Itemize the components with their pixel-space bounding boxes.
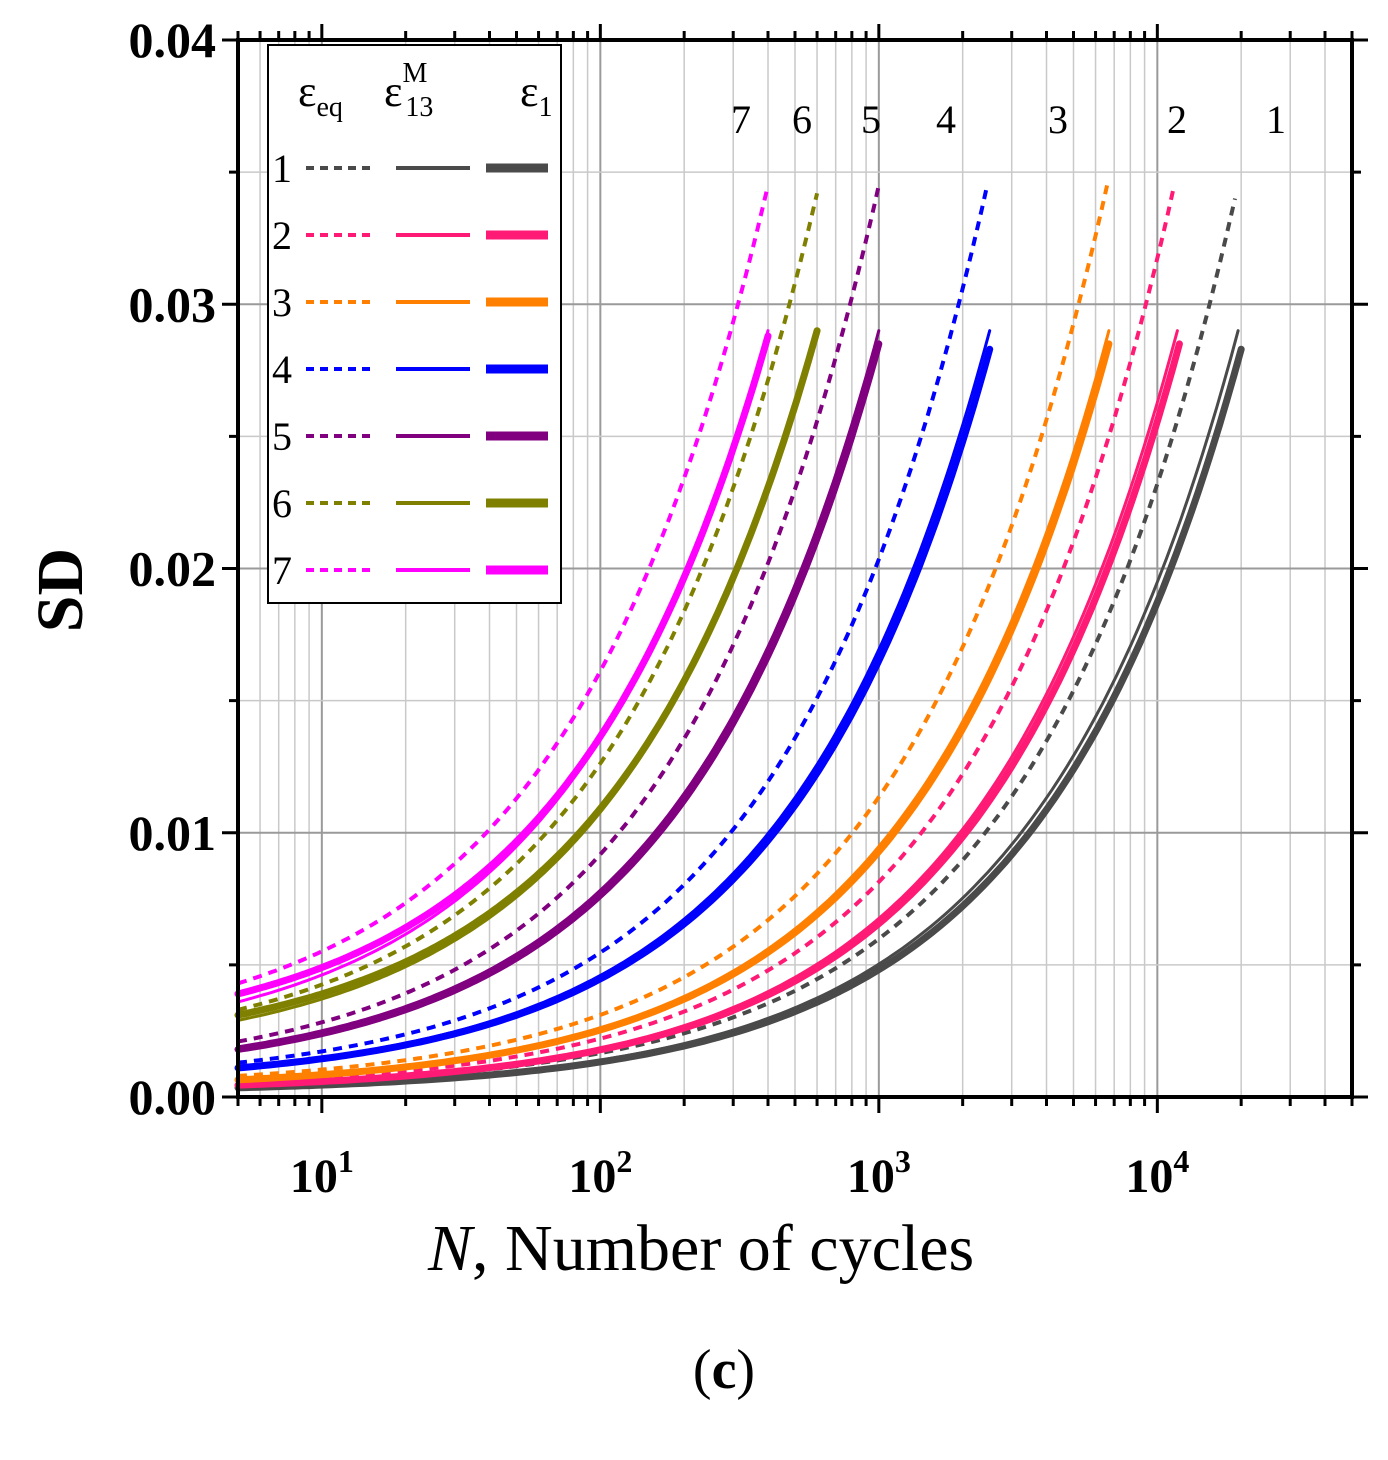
- curve-3-eq: [237, 184, 1110, 1078]
- legend-rows: 1 2 3 4 5 6 7: [272, 146, 548, 593]
- curve-5-e1: [234, 340, 883, 1053]
- curve-1-e1: [234, 345, 1245, 1092]
- curve-4-e1: [234, 345, 994, 1072]
- legend-header: εeq: [298, 67, 343, 123]
- y-axis-label: SD: [24, 548, 97, 632]
- legend-row-number: 7: [272, 548, 292, 593]
- legend-headers: εeq εM 13 ε1: [298, 58, 552, 123]
- y-tick-label: 0.03: [129, 276, 217, 332]
- curve-6-eq: [237, 192, 820, 1012]
- x-axis-text: , Number of cycles: [472, 1212, 974, 1285]
- y-tick-label: 0.04: [129, 12, 217, 68]
- x-axis-symbol: N: [427, 1212, 476, 1285]
- y-tick-label: 0.01: [129, 805, 217, 861]
- x-tick-label: 104: [1125, 1143, 1189, 1203]
- legend-row-number: 3: [272, 280, 292, 325]
- y-tick-label: 0.02: [129, 541, 217, 597]
- legend-row-number: 1: [272, 146, 292, 191]
- curve-7-e1: [234, 332, 772, 998]
- legend-row-number: 4: [272, 347, 292, 392]
- legend-row-number: 6: [272, 481, 292, 526]
- curve-label: 4: [936, 97, 956, 142]
- curve-label: 7: [731, 97, 751, 142]
- x-tick-label: 103: [847, 1143, 911, 1203]
- curve-3-e1: [234, 340, 1113, 1084]
- figure-caption: (c): [693, 1339, 755, 1401]
- curve-label: 6: [792, 97, 812, 142]
- curve-label: 2: [1167, 97, 1187, 142]
- axis-ticks: [222, 24, 1368, 1113]
- x-axis-label: N, Number of cycles: [427, 1212, 974, 1285]
- curve-7-eq: [237, 184, 770, 986]
- curve-label: 1: [1266, 97, 1286, 142]
- curve-label: 5: [861, 97, 881, 142]
- x-tick-label: 101: [290, 1143, 354, 1203]
- curve-label: 3: [1048, 97, 1068, 142]
- curve-2-e1: [234, 340, 1183, 1089]
- y-tick-labels: 0.00 0.01 0.02 0.03 0.04: [129, 12, 217, 1125]
- legend-header: εM 13: [384, 58, 433, 123]
- curve-6-e1: [234, 327, 821, 1019]
- curve-5-eq: [237, 184, 881, 1044]
- curves: [234, 184, 1245, 1092]
- legend-header: ε1: [520, 67, 552, 123]
- x-tick-labels: 101 102 103 104: [290, 1143, 1190, 1203]
- legend-row-number: 2: [272, 213, 292, 258]
- y-tick-label: 0.00: [129, 1069, 217, 1125]
- x-tick-label: 102: [568, 1143, 632, 1203]
- legend-box: [267, 44, 562, 604]
- legend-row-number: 5: [272, 414, 292, 459]
- legend: εeq εM 13 ε1 1 2 3 4 5 6 7: [267, 44, 562, 604]
